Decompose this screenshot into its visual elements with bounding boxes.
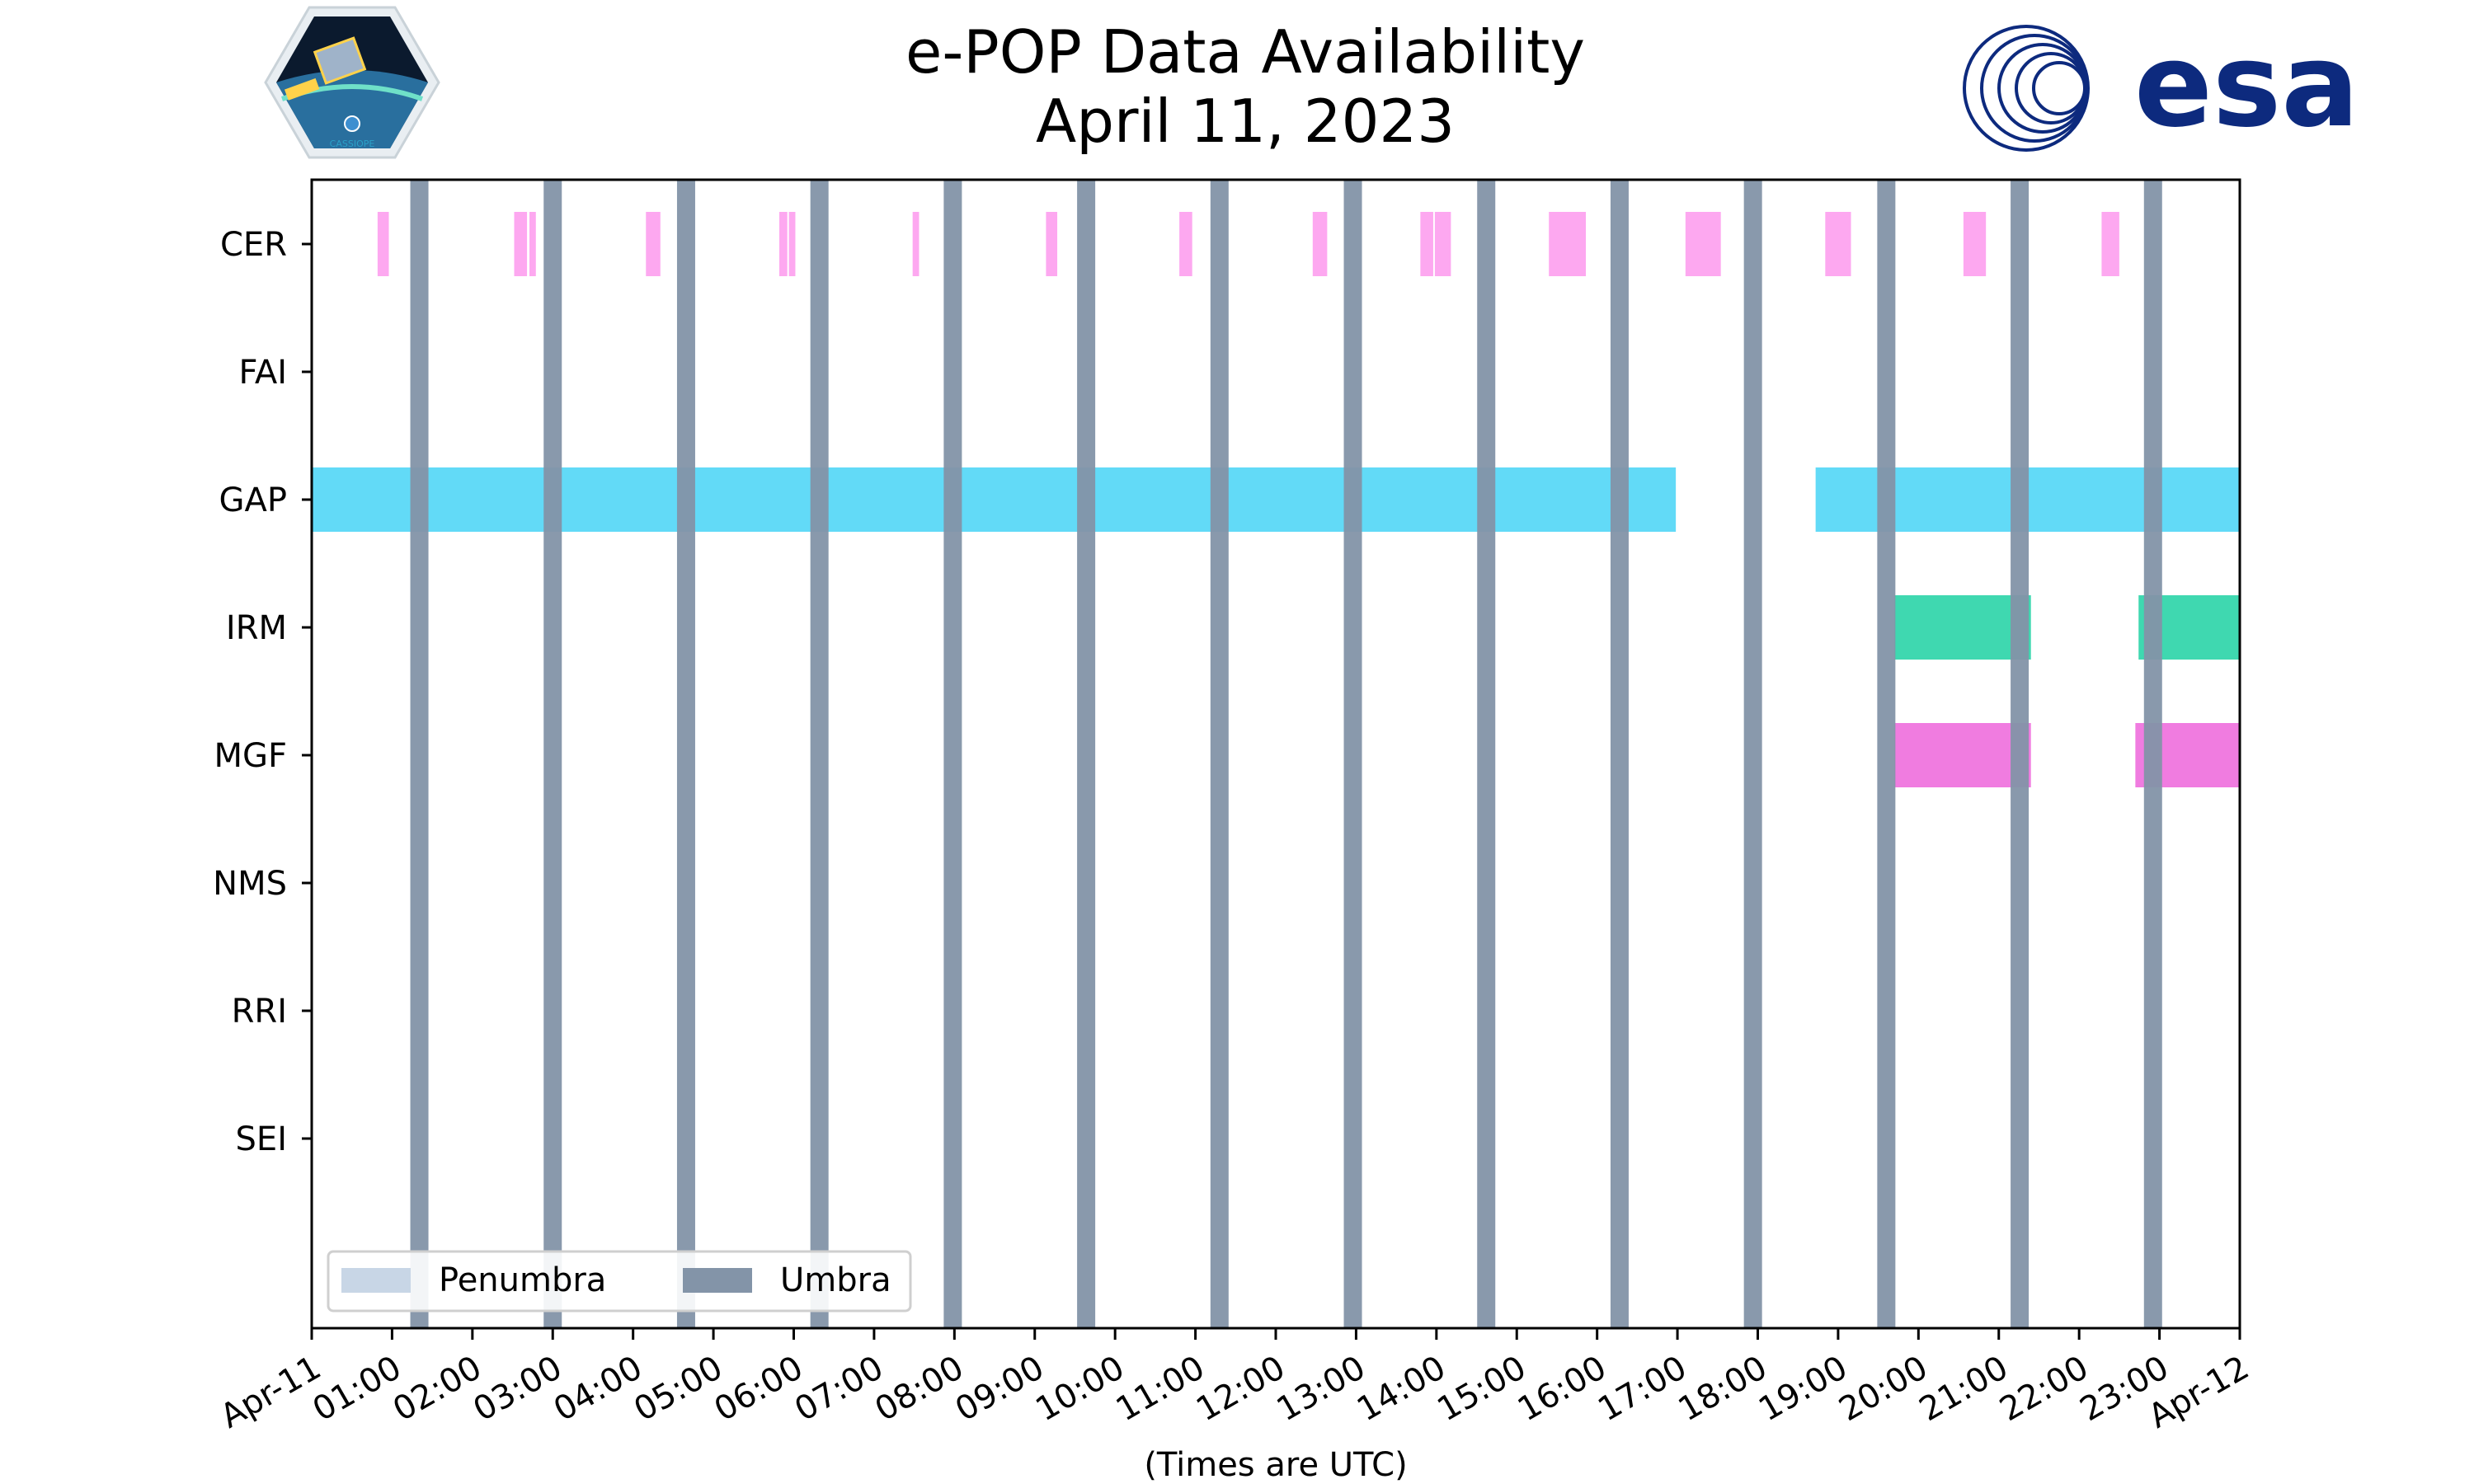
y-tick-label-cer: CER xyxy=(220,226,287,264)
bar-cer-13 xyxy=(1685,212,1721,276)
umbra-band-5 xyxy=(1077,180,1096,1328)
bar-gap-0 xyxy=(312,467,1677,532)
bar-cer-9 xyxy=(1312,212,1328,276)
umbra-band-3 xyxy=(810,180,829,1328)
y-tick-label-irm: IRM xyxy=(226,609,287,647)
bar-cer-11 xyxy=(1434,212,1451,276)
umbra-band-9 xyxy=(1610,180,1629,1328)
cassiope-logo: CASSIOPE xyxy=(264,6,440,159)
umbra-band-10 xyxy=(1743,180,1762,1328)
x-tick-label-18: 18:00 xyxy=(1672,1349,1774,1429)
x-tick-label-2: 02:00 xyxy=(387,1349,488,1429)
bar-irm-0 xyxy=(1894,595,2031,660)
bar-cer-0 xyxy=(377,212,389,276)
bar-cer-4 xyxy=(778,212,788,276)
y-tick-label-rri: RRI xyxy=(232,993,287,1031)
legend-umbra-swatch xyxy=(683,1268,752,1293)
umbra-band-11 xyxy=(1877,180,1896,1328)
x-tick-label-6: 06:00 xyxy=(708,1349,810,1429)
y-tick-label-fai: FAI xyxy=(239,354,288,392)
esa-logo: esa xyxy=(1963,19,2359,153)
x-tick-label-13: 13:00 xyxy=(1271,1349,1372,1429)
x-tick-label-12: 12:00 xyxy=(1190,1349,1291,1429)
bar-cer-1 xyxy=(514,212,528,276)
bar-cer-10 xyxy=(1420,212,1433,276)
x-tick-label-22: 22:00 xyxy=(1993,1349,2095,1429)
y-tick-label-nms: NMS xyxy=(213,865,287,903)
x-tick-label-14: 14:00 xyxy=(1351,1349,1452,1429)
legend-box xyxy=(327,1250,912,1313)
x-axis: Apr-1101:0002:0003:0004:0005:0006:0007:0… xyxy=(214,1328,2255,1436)
legend-umbra-label: Umbra xyxy=(780,1261,891,1299)
umbra-band-4 xyxy=(943,180,962,1328)
x-tick-label-5: 05:00 xyxy=(628,1349,729,1429)
umbra-band-6 xyxy=(1210,180,1229,1328)
legend: Penumbra Umbra xyxy=(327,1250,912,1313)
x-tick-label-17: 17:00 xyxy=(1592,1349,1693,1429)
umbra-band-12 xyxy=(2011,180,2030,1328)
bar-cer-16 xyxy=(2101,212,2119,276)
legend-penumbra-swatch xyxy=(341,1268,411,1293)
x-tick-label-4: 04:00 xyxy=(548,1349,649,1429)
bar-cer-12 xyxy=(1549,212,1587,276)
esa-logo-text: esa xyxy=(2134,19,2359,153)
cassiope-logo-text: CASSIOPE xyxy=(330,139,375,149)
bar-mgf-0 xyxy=(1894,723,2031,787)
y-tick-label-sei: SEI xyxy=(236,1120,287,1158)
chart-title-line2: April 11, 2023 xyxy=(1036,87,1455,156)
x-tick-label-11: 11:00 xyxy=(1110,1349,1211,1429)
bar-cer-14 xyxy=(1825,212,1851,276)
umbra-band-7 xyxy=(1343,180,1362,1328)
esa-logo-swirl xyxy=(1963,25,2090,152)
x-tick-label-19: 19:00 xyxy=(1752,1349,1854,1429)
bar-cer-2 xyxy=(529,212,536,276)
bar-cer-8 xyxy=(1179,212,1192,276)
umbra-band-2 xyxy=(676,180,695,1328)
x-tick-label-15: 15:00 xyxy=(1431,1349,1532,1429)
legend-penumbra-label: Penumbra xyxy=(439,1261,606,1299)
bar-cer-3 xyxy=(646,212,661,276)
x-tick-label-9: 09:00 xyxy=(949,1349,1051,1429)
umbra-bands xyxy=(410,180,2162,1328)
chart-title-line1: e-POP Data Availability xyxy=(905,17,1585,87)
x-tick-label-16: 16:00 xyxy=(1512,1349,1613,1429)
x-tick-label-0: Apr-11 xyxy=(214,1349,327,1436)
x-tick-label-8: 08:00 xyxy=(868,1349,970,1429)
y-tick-label-gap: GAP xyxy=(219,481,287,519)
y-tick-label-mgf: MGF xyxy=(214,737,287,775)
x-tick-label-21: 21:00 xyxy=(1913,1349,2015,1429)
umbra-band-8 xyxy=(1477,180,1496,1328)
umbra-band-13 xyxy=(2143,180,2162,1328)
umbra-band-1 xyxy=(543,180,562,1328)
bar-cer-5 xyxy=(788,212,796,276)
x-axis-label: (Times are UTC) xyxy=(1144,1446,1407,1484)
x-tick-label-10: 10:00 xyxy=(1029,1349,1131,1429)
umbra-band-0 xyxy=(410,180,429,1328)
x-tick-label-7: 07:00 xyxy=(788,1349,890,1429)
y-axis: CER FAI GAP IRM MGF NMS RRI SEI xyxy=(213,226,312,1158)
x-tick-label-1: 01:00 xyxy=(307,1349,408,1429)
bar-cer-6 xyxy=(912,212,920,276)
bar-cer-7 xyxy=(1046,212,1058,276)
bar-cer-15 xyxy=(1963,212,1987,276)
x-tick-label-20: 20:00 xyxy=(1832,1349,1934,1429)
x-tick-label-3: 03:00 xyxy=(467,1349,568,1429)
